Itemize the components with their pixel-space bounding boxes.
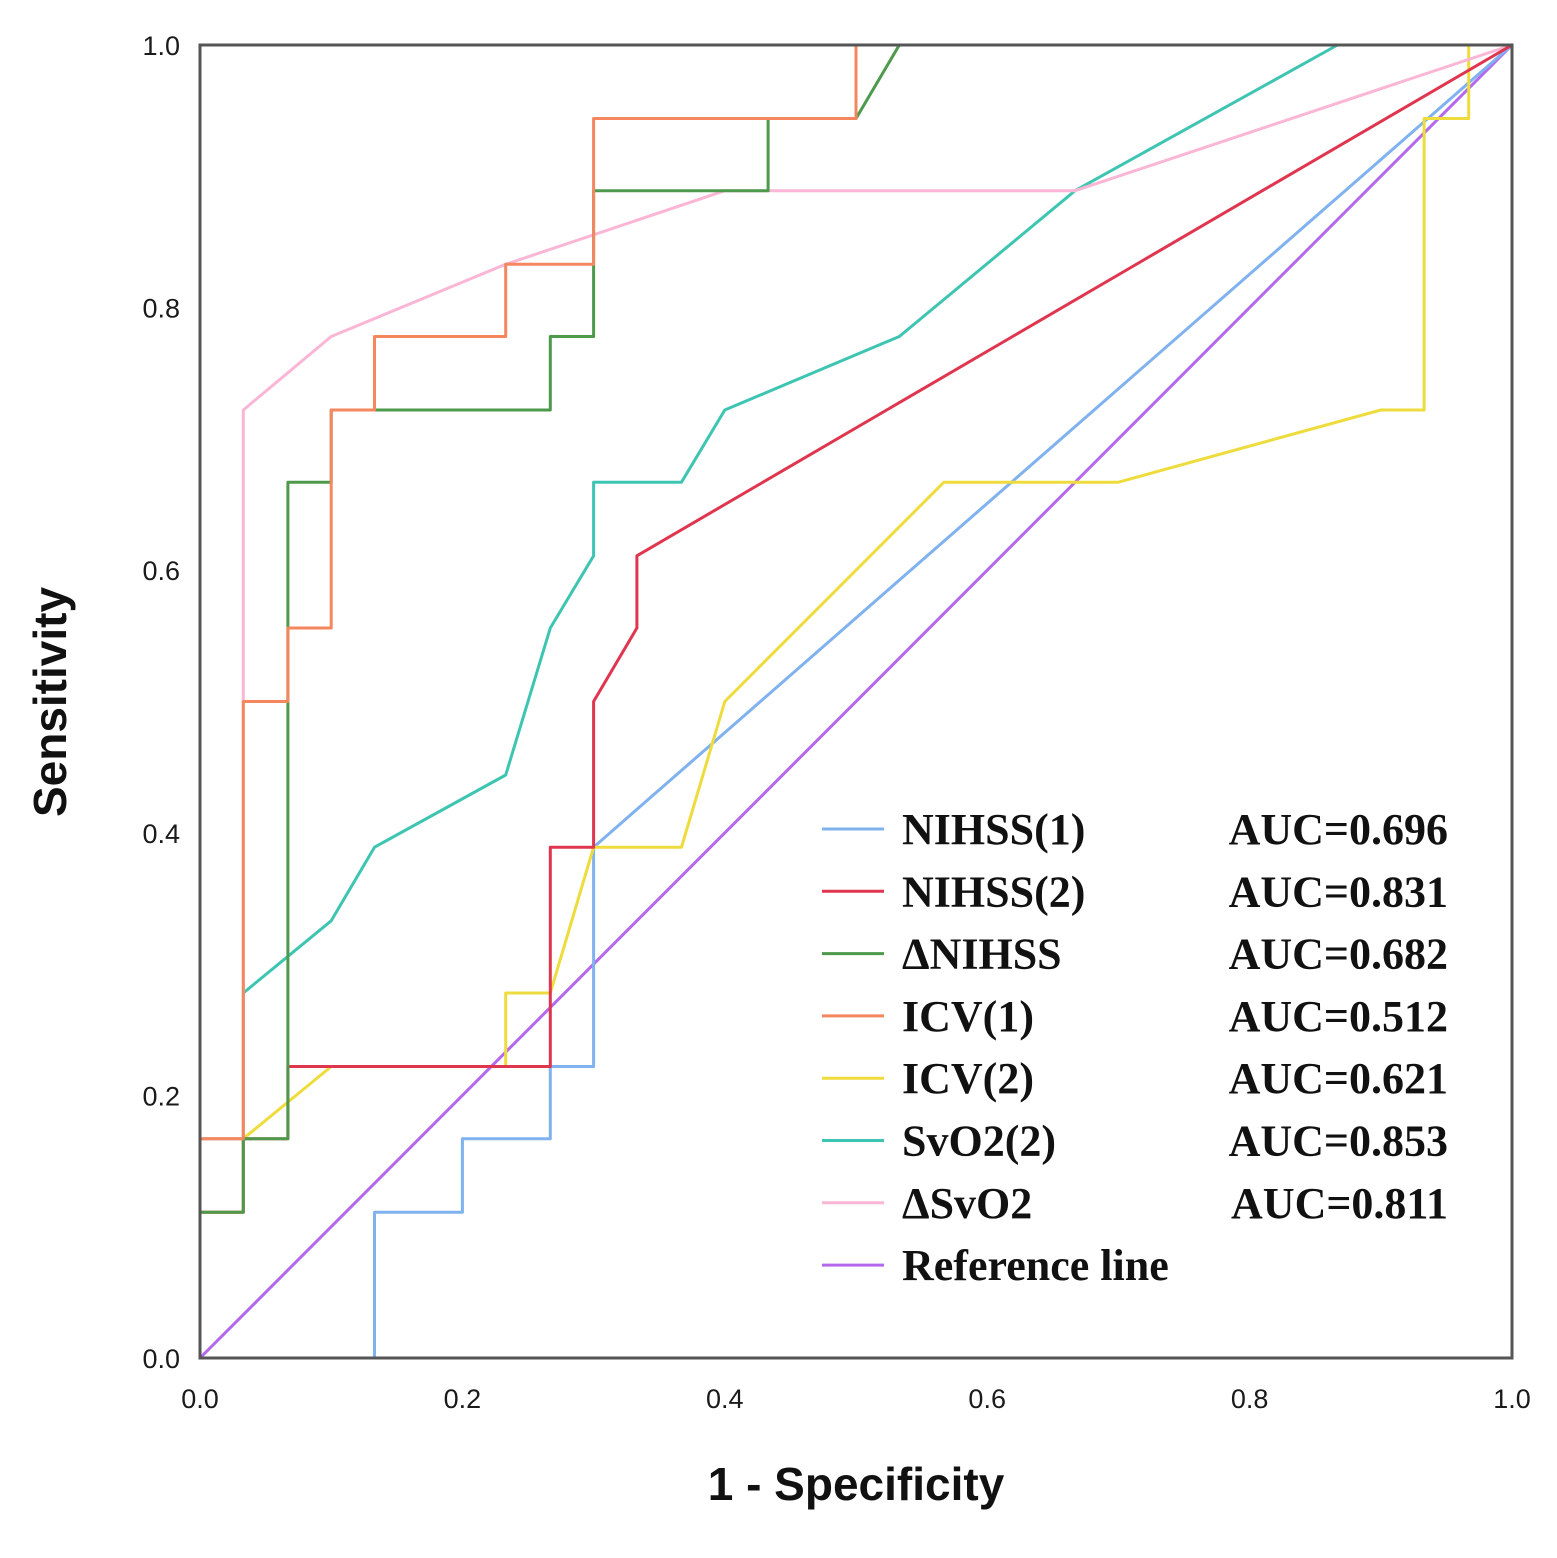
plot-frame: [198, 43, 1514, 1360]
series-line-nihss-1: [198, 43, 1514, 1360]
y-tick-label: 0.6: [142, 556, 180, 586]
x-axis-title: 1 - Specificity: [708, 1458, 1005, 1510]
legend-auc-nihss-1: AUC=0.696: [1229, 805, 1448, 854]
legend-label-reference-line: Reference line: [902, 1241, 1169, 1290]
legend-label-svo2-2: SvO2(2): [902, 1117, 1056, 1166]
legend-label-delta-svo2: ΔSvO2: [902, 1179, 1032, 1228]
x-tick-label: 1.0: [1493, 1384, 1531, 1414]
y-tick-label: 0.4: [142, 819, 180, 849]
y-tick-label: 1.0: [142, 31, 180, 61]
series-line-reference-line: [198, 43, 1514, 1360]
legend-auc-nihss-2: AUC=0.831: [1229, 867, 1448, 916]
x-tick-label: 0.0: [181, 1384, 219, 1414]
x-tick-label: 0.4: [706, 1384, 744, 1414]
series-line-icv-1: [198, 43, 1514, 1360]
legend-auc-svo2-2: AUC=0.853: [1229, 1117, 1448, 1166]
y-tick-label: 0.8: [142, 294, 180, 324]
legend-auc-icv-2: AUC=0.621: [1229, 1054, 1448, 1103]
legend-label-icv-2: ICV(2): [902, 1054, 1034, 1103]
x-tick-label: 0.2: [444, 1384, 482, 1414]
y-axis-title: Sensitivity: [24, 587, 76, 818]
x-tick-label: 0.6: [968, 1384, 1006, 1414]
legend-label-nihss-2: NIHSS(2): [902, 867, 1085, 916]
y-tick-label: 0.2: [142, 1081, 180, 1111]
legend-label-delta-nihss: ΔNIHSS: [902, 930, 1062, 979]
legend-auc-delta-nihss: AUC=0.682: [1229, 930, 1448, 979]
legend-auc-delta-svo2: AUC=0.811: [1231, 1179, 1448, 1228]
legend-label-nihss-1: NIHSS(1): [902, 805, 1085, 854]
legend-label-icv-1: ICV(1): [902, 992, 1034, 1041]
legend-auc-icv-1: AUC=0.512: [1229, 992, 1448, 1041]
y-tick-label: 0.0: [142, 1344, 180, 1374]
x-tick-label: 0.8: [1231, 1384, 1269, 1414]
